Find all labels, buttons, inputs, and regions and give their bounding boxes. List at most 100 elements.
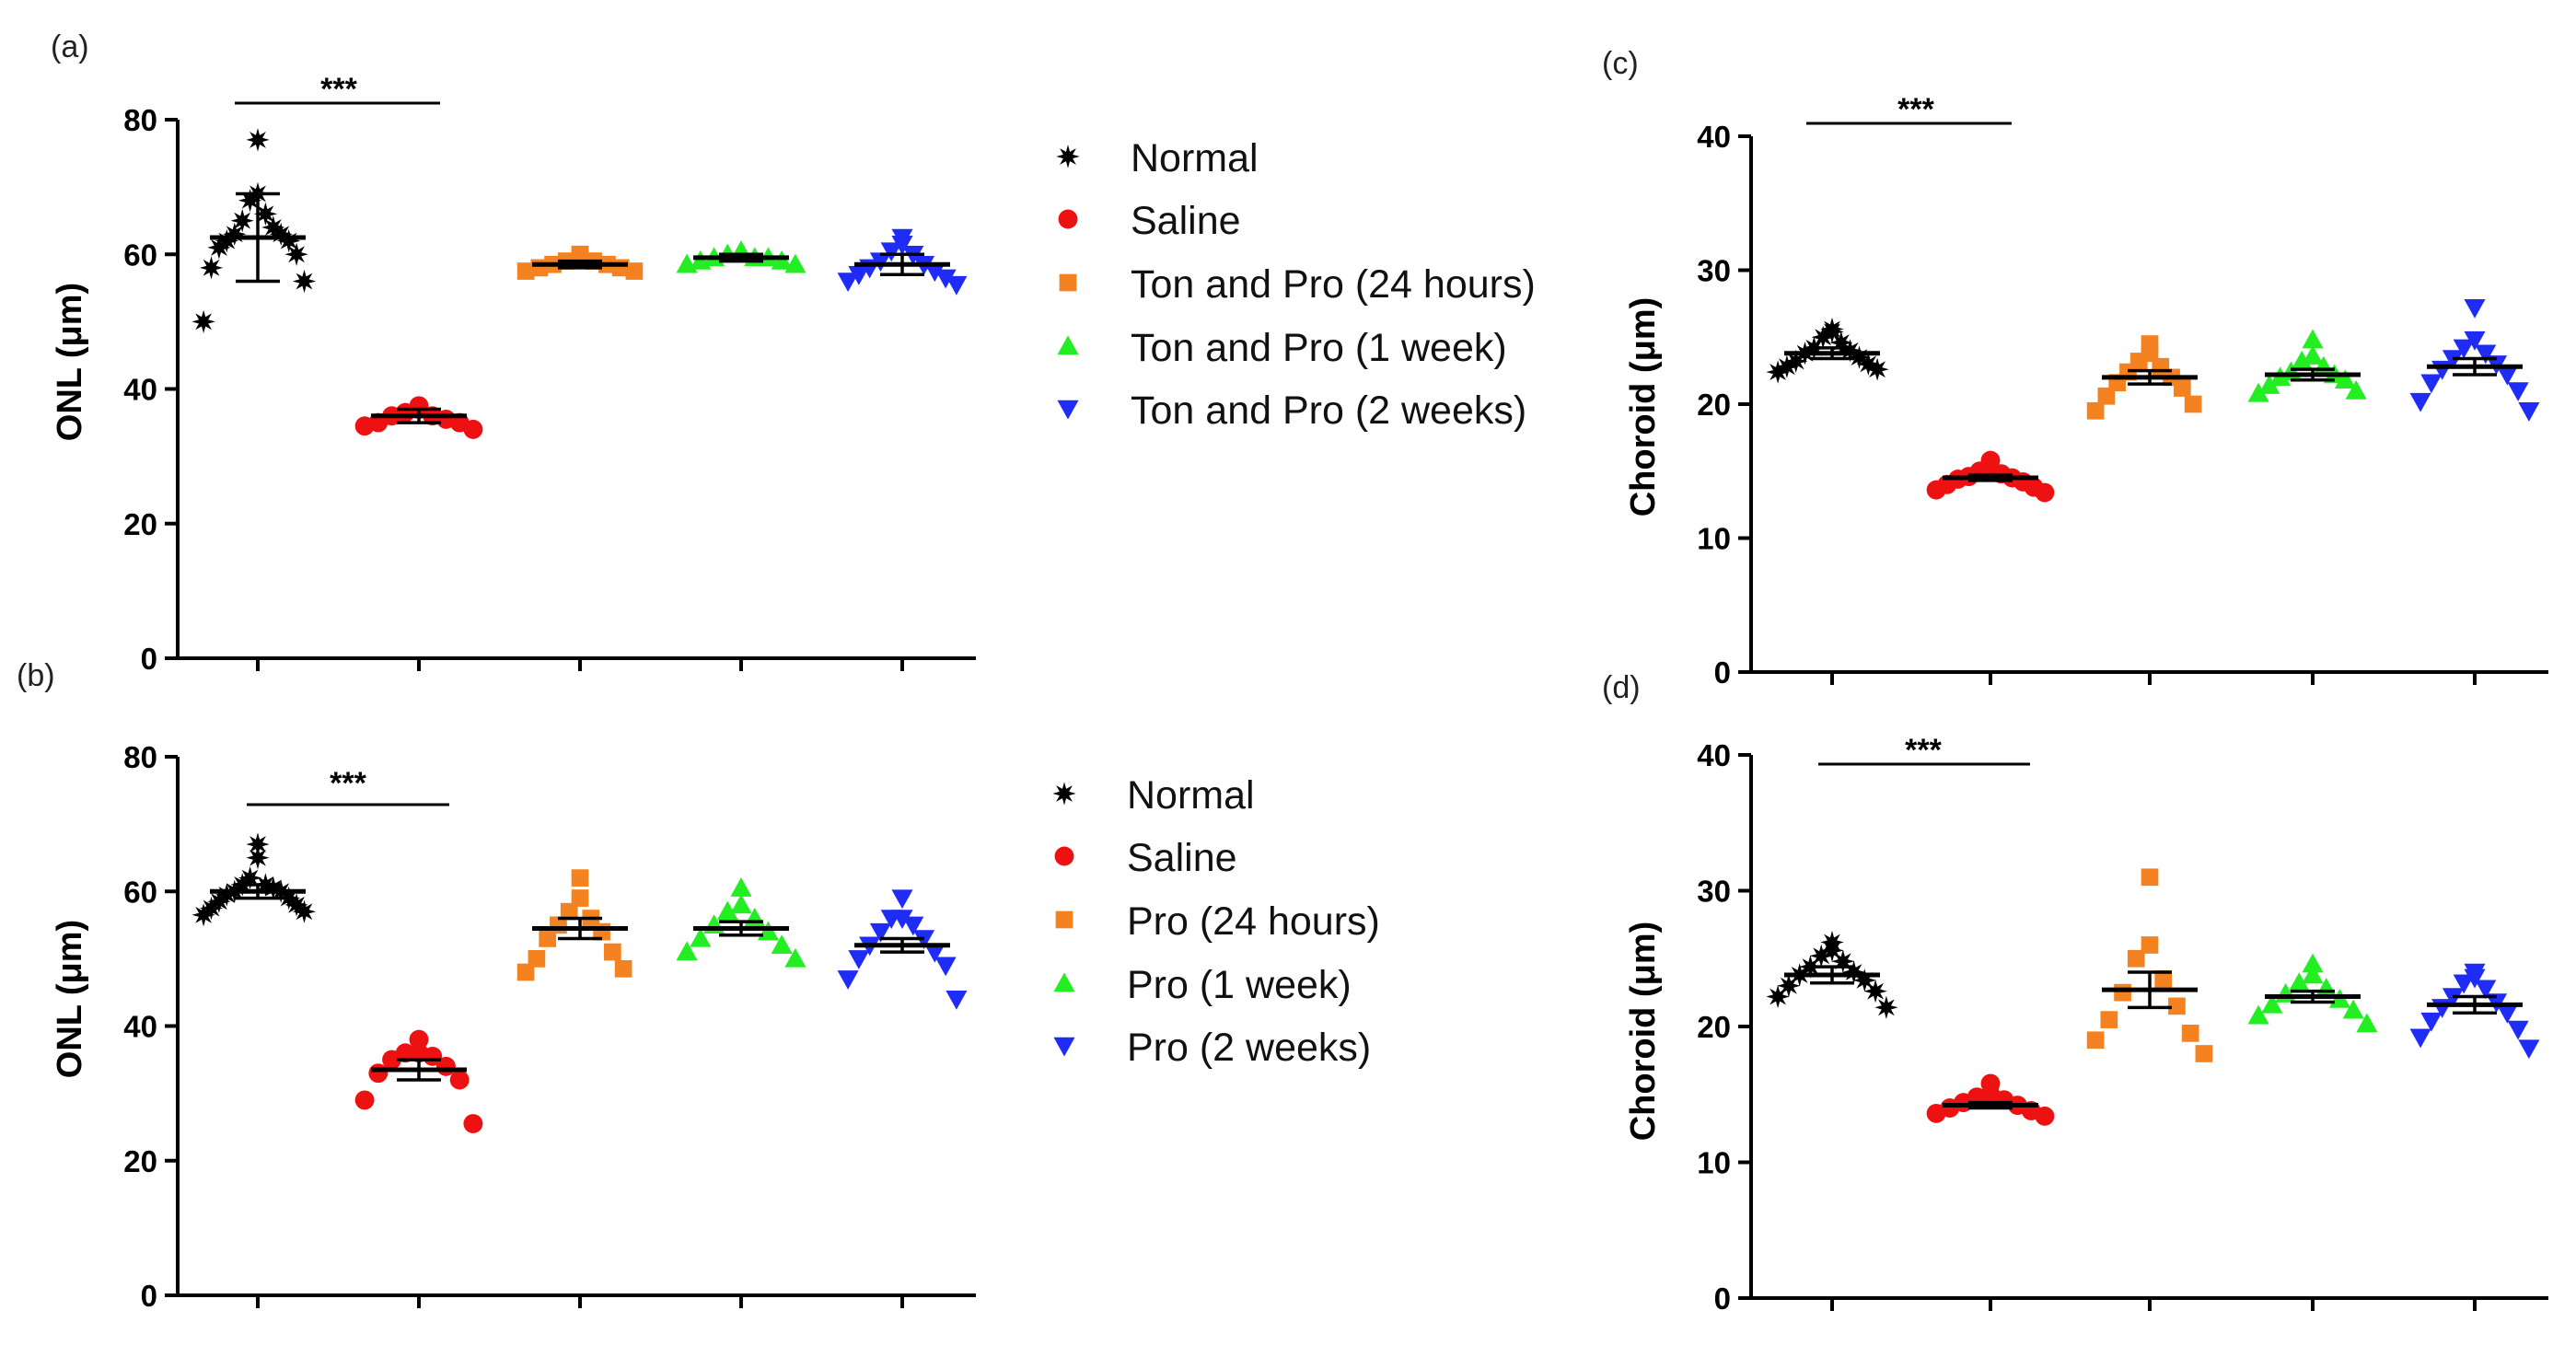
data-point bbox=[463, 1114, 483, 1133]
data-point bbox=[277, 229, 301, 253]
data-point bbox=[891, 236, 913, 255]
y-axis-title: Choroid (μm) bbox=[1624, 297, 1663, 517]
y-tick-label: 10 bbox=[1697, 1146, 1731, 1180]
data-point bbox=[2409, 392, 2431, 412]
y-tick-label: 80 bbox=[123, 740, 157, 774]
data-point bbox=[2173, 379, 2191, 397]
y-tick-label: 20 bbox=[1697, 1010, 1731, 1044]
data-point bbox=[1052, 782, 1076, 806]
data-point bbox=[191, 903, 215, 927]
data-point bbox=[2356, 1013, 2378, 1033]
data-point bbox=[368, 1063, 389, 1084]
data-point bbox=[516, 262, 535, 280]
legend-label: Saline bbox=[1131, 199, 1241, 243]
error-bar bbox=[371, 407, 467, 424]
data-point bbox=[2247, 1004, 2269, 1025]
y-tick-label: 60 bbox=[123, 238, 157, 272]
legend-label: Saline bbox=[1127, 836, 1237, 880]
data-point bbox=[2127, 949, 2145, 968]
data-point bbox=[784, 253, 806, 273]
data-point bbox=[934, 269, 957, 289]
data-point bbox=[2453, 339, 2475, 359]
error-bar bbox=[1784, 965, 1880, 985]
legend-top: Normal Saline Ton and Pro (24 hours) Ton… bbox=[1056, 136, 1536, 433]
error-bar bbox=[1784, 346, 1880, 361]
data-point bbox=[2114, 983, 2131, 1002]
significance-label: *** bbox=[320, 72, 357, 107]
panel-label: (d) bbox=[1602, 670, 1641, 705]
panel-b: (b) ONL (μm) *** 0 20 40 60 80 bbox=[17, 658, 976, 1313]
data-point bbox=[539, 930, 557, 947]
data-point bbox=[2291, 350, 2313, 370]
error-bar bbox=[2427, 356, 2523, 377]
data-point bbox=[2453, 974, 2475, 994]
data-point bbox=[625, 262, 644, 280]
data-point bbox=[354, 1090, 375, 1110]
data-point bbox=[253, 202, 278, 226]
data-point bbox=[560, 902, 578, 921]
data-point bbox=[449, 1070, 470, 1090]
data-point bbox=[191, 309, 215, 333]
data-point bbox=[284, 242, 308, 266]
error-bar bbox=[2265, 989, 2361, 1004]
data-point bbox=[1926, 480, 1946, 500]
data-point bbox=[676, 941, 698, 961]
y-tick-label: 40 bbox=[1697, 120, 1731, 154]
data-point bbox=[946, 991, 968, 1010]
data-point bbox=[784, 947, 806, 968]
data-point bbox=[2086, 1031, 2105, 1050]
data-point bbox=[2141, 936, 2159, 954]
error-bar bbox=[371, 1058, 467, 1082]
data-point bbox=[463, 419, 483, 439]
data-point bbox=[690, 927, 712, 947]
data-point bbox=[1865, 357, 1889, 381]
data-point bbox=[690, 250, 712, 270]
data-point bbox=[2288, 972, 2310, 992]
y-axis-title: ONL (μm) bbox=[51, 920, 89, 1078]
data-point bbox=[1053, 972, 1075, 992]
y-axis-title: ONL (μm) bbox=[51, 283, 89, 441]
data-point bbox=[1055, 910, 1073, 929]
error-bar bbox=[854, 936, 950, 954]
data-point bbox=[2097, 387, 2116, 405]
error-bar bbox=[210, 883, 306, 900]
data-point bbox=[923, 943, 946, 963]
legend-label: Pro (24 hours) bbox=[1127, 899, 1380, 944]
data-point bbox=[2518, 1039, 2540, 1060]
data-point bbox=[2409, 1028, 2431, 1049]
data-point bbox=[2086, 401, 2105, 420]
data-point bbox=[880, 242, 902, 262]
y-tick-label: 40 bbox=[123, 1010, 157, 1044]
error-bar bbox=[532, 916, 628, 941]
significance-label: *** bbox=[330, 766, 366, 801]
legend-label: Normal bbox=[1131, 136, 1259, 180]
data-point bbox=[207, 236, 231, 260]
data-point bbox=[2258, 375, 2280, 394]
data-point bbox=[2168, 997, 2186, 1015]
y-tick-label: 0 bbox=[1714, 1282, 1731, 1316]
data-point bbox=[2247, 382, 2269, 402]
data-point bbox=[2302, 953, 2324, 973]
data-point bbox=[2195, 1045, 2213, 1062]
data-point bbox=[409, 1029, 429, 1050]
panel-d: (d) Choroid (μm) *** 0 10 20 30 40 bbox=[1602, 670, 2548, 1316]
y-tick-label: 0 bbox=[141, 1279, 157, 1313]
y-tick-label: 20 bbox=[123, 507, 157, 541]
data-point bbox=[1057, 335, 1079, 355]
data-point bbox=[382, 1050, 401, 1070]
data-point bbox=[1054, 846, 1074, 866]
data-point bbox=[2261, 993, 2283, 1014]
data-point bbox=[848, 950, 870, 969]
legend-label: Pro (2 weeks) bbox=[1127, 1026, 1371, 1070]
data-point bbox=[771, 250, 793, 270]
data-point bbox=[2302, 964, 2324, 984]
y-tick-label: 80 bbox=[123, 103, 157, 137]
data-point bbox=[1766, 360, 1790, 384]
data-point bbox=[2342, 999, 2364, 1019]
data-point bbox=[837, 273, 859, 293]
data-point bbox=[246, 832, 270, 856]
data-point bbox=[1874, 995, 1898, 1019]
legend-label: Ton and Pro (1 week) bbox=[1131, 326, 1507, 370]
data-point bbox=[2464, 968, 2486, 989]
